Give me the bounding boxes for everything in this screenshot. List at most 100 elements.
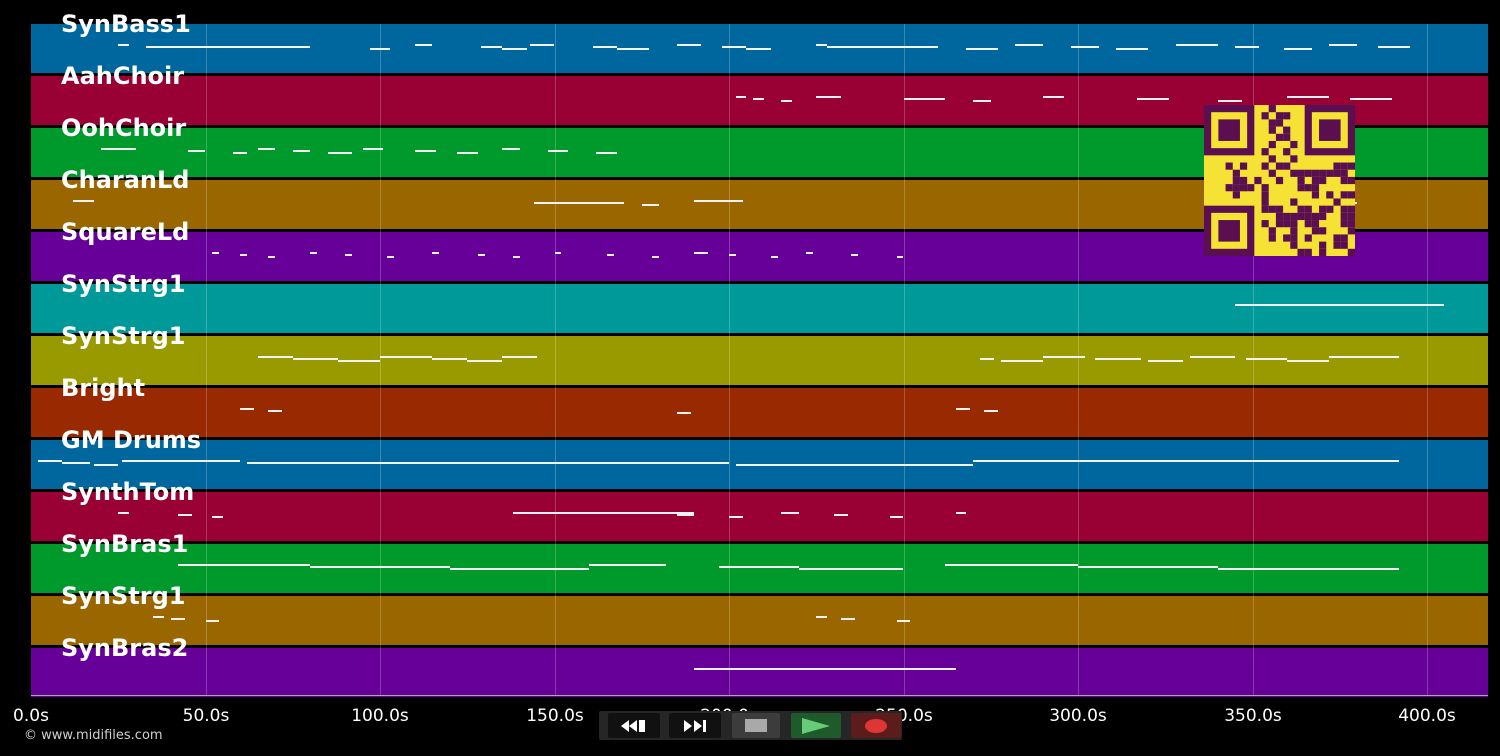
note: [816, 96, 841, 98]
note: [512, 256, 520, 258]
grid-line: [380, 24, 381, 695]
note: [481, 46, 503, 48]
note: [735, 464, 974, 466]
track-label: CharanLd: [61, 166, 190, 194]
track-lane-9: [31, 492, 1488, 541]
qr-code-image: [1204, 105, 1355, 256]
track-lane-11: [31, 596, 1488, 645]
note: [641, 204, 660, 206]
track-label: Bright: [61, 374, 146, 402]
note: [268, 256, 276, 258]
note: [118, 44, 129, 46]
track-label: SynBass1: [61, 10, 191, 38]
note: [380, 356, 433, 358]
note: [121, 460, 241, 462]
track-label: SynthTom: [61, 478, 195, 506]
note: [722, 46, 747, 48]
note: [781, 512, 799, 514]
note: [955, 408, 970, 410]
fast-forward-button[interactable]: [669, 713, 721, 738]
note: [268, 410, 283, 412]
note: [983, 410, 998, 412]
track-label: SynStrg1: [61, 270, 186, 298]
tick-label: 50.0s: [182, 706, 230, 726]
note: [826, 46, 939, 48]
note: [694, 200, 743, 202]
play-button[interactable]: [791, 713, 841, 738]
note: [676, 44, 702, 46]
note: [292, 150, 311, 152]
fast-forward-icon: [684, 719, 706, 732]
note: [205, 620, 220, 622]
note: [1329, 44, 1358, 46]
note: [257, 356, 293, 358]
track-label: SynBras2: [61, 634, 189, 662]
note: [718, 566, 799, 568]
note: [896, 256, 904, 258]
note: [502, 356, 538, 358]
note: [188, 150, 206, 152]
note: [554, 252, 562, 254]
note: [1329, 356, 1400, 358]
stop-button[interactable]: [732, 713, 780, 738]
note: [1078, 566, 1218, 568]
tick-label: 350.0s: [1224, 706, 1282, 726]
note: [694, 252, 709, 254]
note: [1287, 96, 1330, 98]
note: [606, 254, 614, 256]
note: [1189, 356, 1236, 358]
note: [966, 48, 998, 50]
note: [1287, 360, 1330, 362]
grid-line: [1078, 24, 1079, 695]
grid-line: [206, 24, 207, 695]
record-icon: [865, 718, 887, 733]
note: [533, 202, 625, 204]
note: [676, 514, 695, 516]
note: [1043, 96, 1065, 98]
note: [414, 150, 436, 152]
track-label: GM Drums: [61, 426, 202, 454]
note: [980, 358, 995, 360]
note: [816, 44, 827, 46]
tick-label: 100.0s: [351, 706, 409, 726]
note: [955, 512, 967, 514]
tick-label: 400.0s: [1398, 706, 1456, 726]
note: [257, 148, 276, 150]
note: [729, 254, 736, 256]
note: [502, 148, 520, 150]
note: [1043, 356, 1085, 358]
note: [37, 460, 63, 462]
note: [62, 462, 91, 464]
track-lane-7: [31, 388, 1488, 437]
rewind-button[interactable]: [608, 713, 660, 738]
note: [1095, 358, 1141, 360]
grid-line: [1253, 24, 1254, 695]
note: [118, 512, 129, 514]
note: [240, 408, 255, 410]
note: [945, 564, 1078, 566]
record-button[interactable]: [851, 713, 901, 738]
note: [170, 618, 185, 620]
note: [1071, 46, 1099, 48]
grid-line: [1427, 24, 1428, 695]
note: [177, 514, 192, 516]
note: [477, 254, 485, 256]
rewind-icon: [621, 719, 645, 732]
note: [1235, 304, 1445, 306]
track-label: AahChoir: [61, 62, 185, 90]
track-label: OohChoir: [61, 114, 187, 142]
track-label: SquareLd: [61, 218, 190, 246]
track-lane-8: [31, 440, 1488, 489]
note: [896, 620, 911, 622]
note: [617, 48, 649, 50]
note: [310, 566, 450, 568]
note: [676, 412, 691, 414]
note: [212, 516, 223, 518]
note: [233, 152, 248, 154]
play-icon: [802, 717, 830, 734]
note: [1137, 98, 1169, 100]
note: [1350, 98, 1393, 100]
note: [1245, 358, 1288, 360]
note: [973, 460, 1400, 462]
note: [100, 148, 136, 150]
